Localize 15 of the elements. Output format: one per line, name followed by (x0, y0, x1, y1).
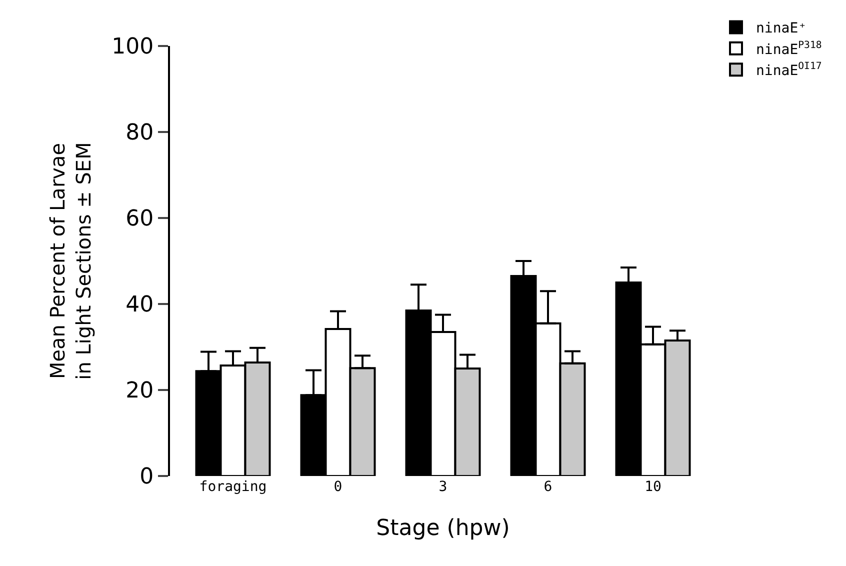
x-tick-label: 3 (438, 479, 448, 495)
legend-label: ninaE$^{P318}$ (756, 40, 822, 58)
legend-label: ninaE⁺ (756, 20, 807, 37)
y-tick-label: 40 (126, 292, 154, 318)
y-tick-label: 60 (126, 206, 154, 232)
x-tick-label: foraging (199, 479, 267, 495)
y-tick-label: 100 (112, 34, 154, 60)
x-tick-label: 10 (644, 479, 662, 495)
legend-label: ninaE$^{OI17}$ (756, 61, 822, 80)
y-axis-title: Mean Percent of Larvae in Light Sections ± SEM (46, 142, 96, 380)
y-tick-label: 80 (126, 120, 154, 146)
x-axis-title: Stage (hpw) (376, 516, 510, 541)
x-tick-label: 0 (334, 479, 342, 495)
x-tick-label: 6 (544, 479, 552, 495)
y-tick-label: 20 (126, 378, 154, 404)
